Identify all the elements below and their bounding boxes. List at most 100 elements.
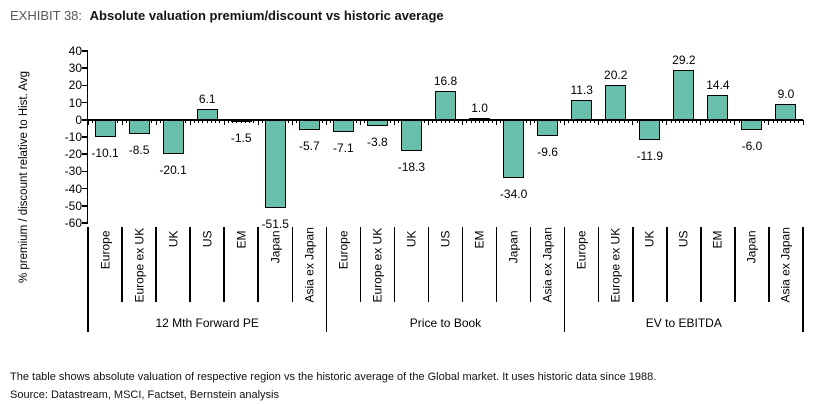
x-axis-tick (483, 119, 485, 123)
exhibit-number: EXHIBIT 38: (10, 8, 83, 23)
x-axis-tick (589, 119, 591, 123)
x-axis-tick (445, 119, 446, 123)
category-label: Japan (506, 230, 521, 263)
x-axis-tick (606, 119, 608, 123)
bar-value-label: 16.8 (433, 73, 458, 88)
category-separator (121, 227, 123, 302)
x-axis-tick (359, 119, 361, 125)
x-axis-tick (466, 119, 468, 123)
x-axis-tick (674, 119, 676, 123)
x-axis-tick (683, 119, 685, 123)
bar (332, 119, 354, 132)
x-axis-tick (534, 119, 536, 123)
category-label: EM (234, 230, 249, 248)
x-axis-tick (525, 119, 527, 123)
x-axis-tick (632, 119, 634, 125)
x-axis-tick (581, 119, 583, 123)
x-axis-tick (500, 119, 502, 123)
x-axis-tick (564, 119, 566, 125)
bar (435, 90, 456, 120)
category-separator (632, 227, 634, 302)
bar (162, 119, 184, 155)
y-axis-label: % premium / discount relative to Hist. A… (18, 71, 30, 283)
x-axis-tick (628, 119, 629, 123)
x-axis-tick (457, 119, 459, 123)
y-tick-label: 10 (68, 95, 82, 110)
category-separator (666, 227, 668, 302)
x-axis-tick (474, 119, 476, 123)
bar-value-label: -34.0 (499, 187, 528, 202)
x-axis-tick (789, 119, 791, 123)
exhibit-title-row: EXHIBIT 38: Absolute valuation premium/d… (10, 8, 444, 23)
category-label: UK (166, 230, 181, 247)
x-axis-tick (602, 119, 604, 123)
x-axis-tick (615, 119, 617, 123)
x-axis-tick (496, 119, 498, 125)
x-axis-tick (721, 119, 723, 123)
category-separator (291, 227, 294, 302)
y-tick-label: -40 (64, 181, 82, 196)
x-axis-tick (287, 119, 289, 123)
y-axis-tick (82, 222, 87, 224)
x-axis-tick (364, 119, 366, 123)
x-axis-tick (764, 119, 766, 123)
category-label: Europe (336, 230, 351, 269)
x-axis-tick (261, 119, 263, 123)
bar (94, 119, 116, 138)
y-tick-label: 0 (75, 112, 82, 127)
x-axis-tick (91, 119, 93, 123)
x-axis-tick (738, 119, 740, 123)
y-tick-label: -20 (64, 147, 82, 162)
x-axis-tick (206, 119, 208, 123)
x-axis-tick (576, 119, 578, 123)
footnote-description: The table shows absolute valuation of re… (10, 371, 657, 383)
x-axis-tick (662, 119, 664, 123)
group-label: Price to Book (409, 316, 482, 330)
bar (571, 100, 593, 120)
category-separator (189, 227, 191, 302)
x-axis-tick (730, 119, 732, 123)
bar-value-label: -7.1 (333, 141, 354, 155)
x-axis-tick (619, 119, 621, 123)
bar-value-label: 14.4 (706, 78, 730, 93)
bar-chart: % premium / discount relative to Hist. A… (18, 44, 804, 332)
bar-value-label: -3.8 (367, 135, 388, 150)
x-axis-line (86, 119, 803, 121)
x-axis-tick (296, 119, 298, 123)
x-axis-tick (802, 119, 804, 125)
x-axis-tick (798, 119, 800, 123)
category-label: Europe (574, 230, 589, 269)
x-axis-tick (87, 119, 89, 125)
x-axis-tick (559, 119, 561, 123)
category-separator (495, 227, 498, 302)
category-separator (734, 227, 736, 302)
x-axis-tick (151, 119, 153, 123)
y-axis-line (86, 50, 88, 224)
y-axis-tick (82, 101, 87, 104)
group-separator (87, 227, 89, 332)
category-label: Asia ex Japan (540, 226, 555, 302)
x-axis-tick (679, 119, 681, 123)
x-axis-tick (670, 119, 672, 123)
bar (605, 85, 627, 120)
y-tick-label: 40 (68, 44, 82, 58)
x-axis-tick (530, 119, 532, 125)
y-axis-tick (82, 84, 87, 87)
category-separator (257, 227, 259, 302)
x-axis-tick (768, 119, 770, 125)
group-separator (802, 227, 804, 332)
category-label: US (438, 230, 453, 247)
x-axis-tick (585, 119, 587, 123)
x-axis-tick (487, 119, 489, 123)
y-axis-tick (82, 67, 87, 69)
x-axis-tick (227, 119, 229, 123)
category-separator (155, 227, 157, 302)
bar-value-label: -8.5 (128, 143, 150, 158)
x-axis-tick (666, 119, 668, 125)
bar (298, 119, 320, 130)
x-axis-tick (691, 119, 693, 123)
x-axis-tick (189, 119, 191, 125)
x-axis-tick (636, 119, 638, 123)
y-tick-label: 30 (68, 61, 82, 76)
x-axis-tick (593, 119, 595, 123)
